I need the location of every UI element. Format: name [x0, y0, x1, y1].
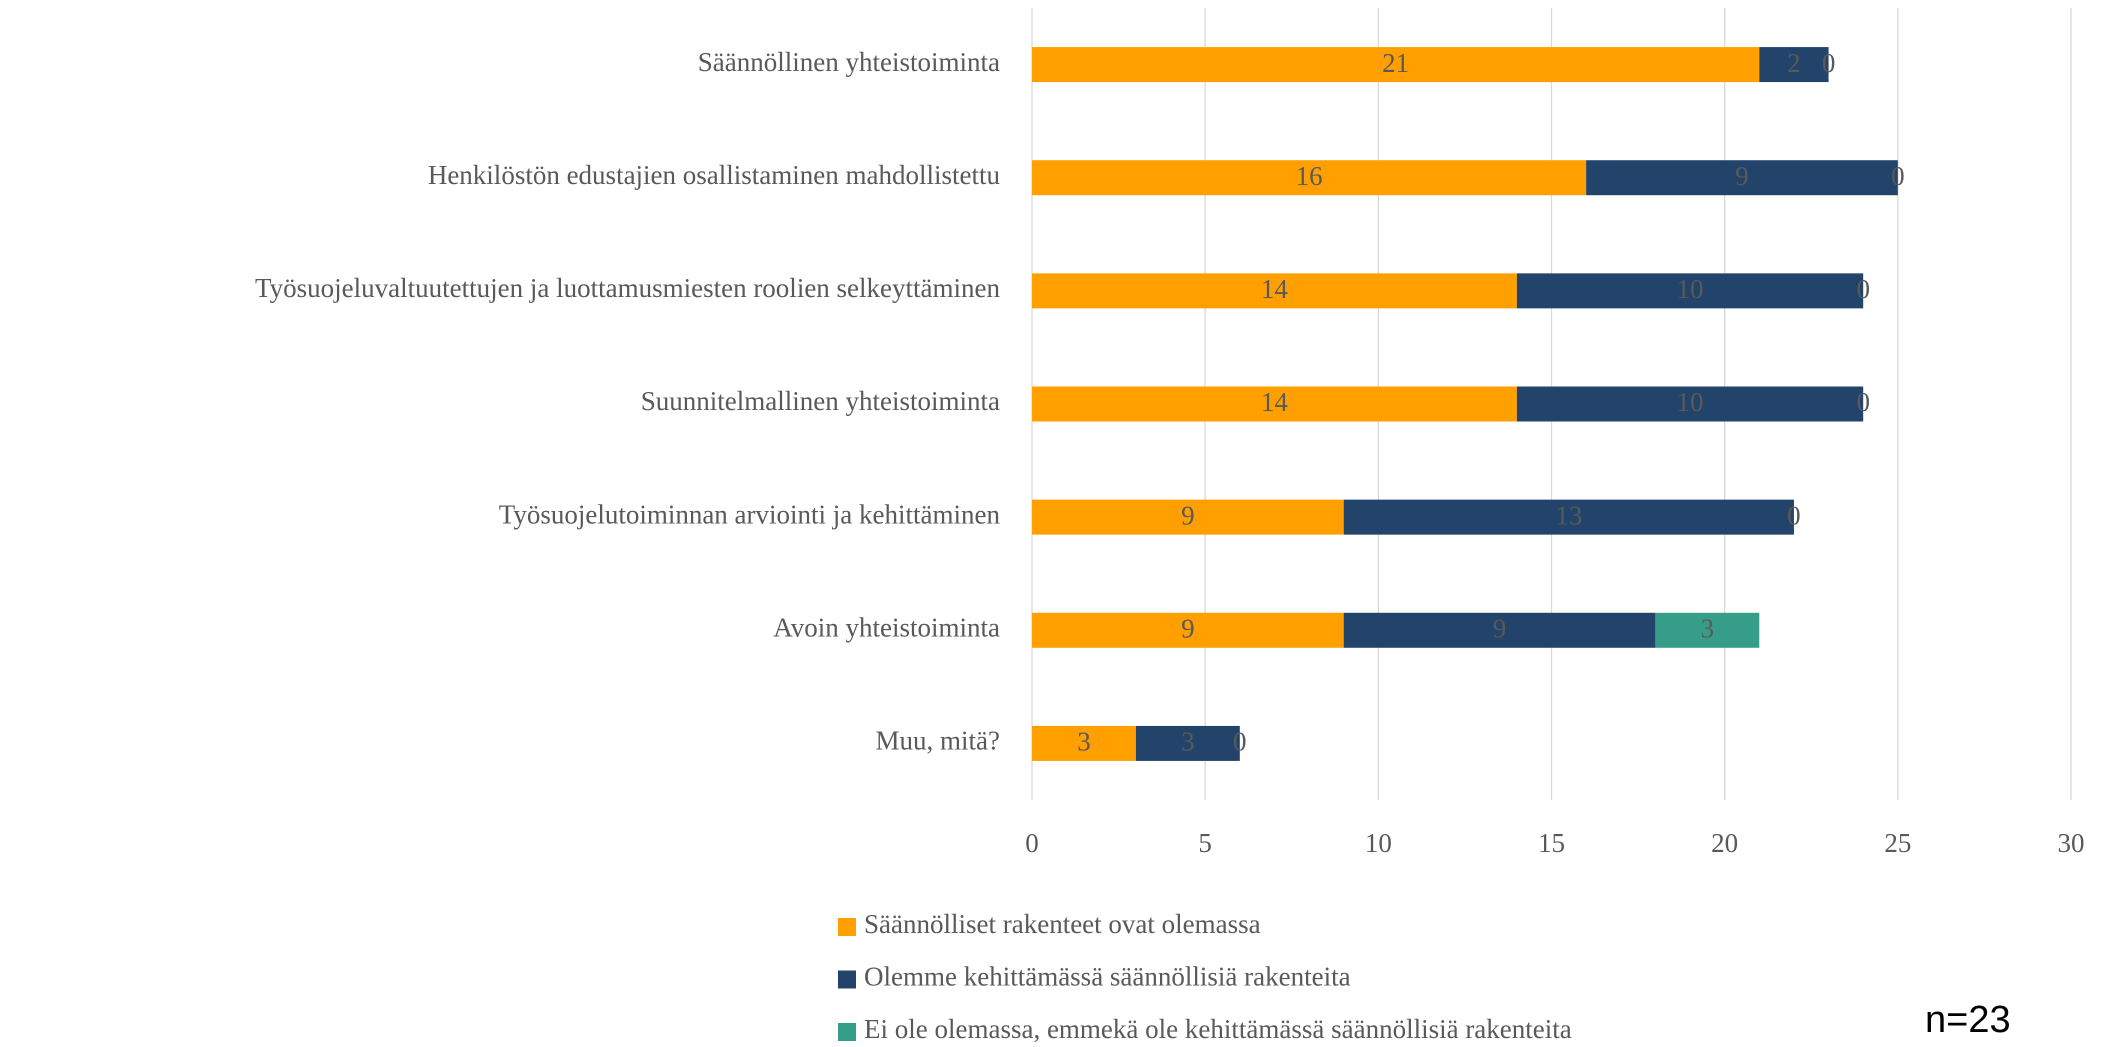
x-tick-label: 10 — [1365, 828, 1392, 858]
data-label: 10 — [1677, 387, 1704, 417]
data-label: 16 — [1296, 161, 1323, 191]
legend-swatch — [838, 970, 856, 989]
data-label: 9 — [1735, 161, 1749, 191]
data-label: 14 — [1261, 387, 1289, 417]
data-label: 0 — [1856, 387, 1870, 417]
bar-segment — [1343, 612, 1656, 648]
y-tick-label: Työsuojeluvaltuutettujen ja luottamusmie… — [255, 273, 1000, 303]
x-tick-label: 5 — [1198, 828, 1212, 858]
x-tick-label: 15 — [1538, 828, 1565, 858]
bar-segment — [1586, 160, 1898, 196]
data-label: 0 — [1822, 48, 1836, 78]
bar-segment — [1343, 499, 1794, 535]
data-label: 3 — [1181, 727, 1195, 757]
bar-segment — [1516, 386, 1864, 422]
data-label: 14 — [1261, 274, 1289, 304]
y-tick-label: Työsuojelutoiminnan arviointi ja kehittä… — [499, 499, 1001, 529]
bar-segment — [1032, 386, 1517, 422]
sample-size-note: n=23 — [1925, 999, 2011, 1041]
bar-segment — [1032, 612, 1344, 648]
x-tick-label: 30 — [2058, 828, 2085, 858]
y-tick-label: Suunnitelmallinen yhteistoiminta — [641, 386, 1000, 416]
data-label: 0 — [1856, 274, 1870, 304]
bar-segment — [1759, 47, 1829, 83]
x-tick-label: 25 — [1884, 828, 1911, 858]
legend-swatch — [838, 1023, 856, 1041]
y-tick-label: Muu, mitä? — [876, 726, 1000, 756]
bar-segment — [1032, 160, 1587, 196]
legend-label: Säännölliset rakenteet ovat olemassa — [864, 909, 1261, 939]
data-label: 0 — [1233, 727, 1247, 757]
bar-segment — [1655, 612, 1760, 648]
data-label: 9 — [1181, 500, 1195, 530]
bar-segment — [1135, 725, 1240, 761]
data-label: 3 — [1077, 727, 1091, 757]
y-tick-label: Avoin yhteistoiminta — [773, 612, 1000, 642]
data-label: 0 — [1787, 500, 1801, 530]
data-label: 21 — [1382, 48, 1409, 78]
data-label: 10 — [1677, 274, 1704, 304]
x-tick-label: 20 — [1711, 828, 1738, 858]
bar-segment — [1032, 273, 1517, 309]
bar-segment — [1032, 47, 1760, 83]
bar-segment — [1032, 499, 1344, 535]
x-tick-label: 0 — [1025, 828, 1039, 858]
data-label: 3 — [1701, 613, 1715, 643]
legend-label: Ei ole olemassa, emmekä ole kehittämässä… — [864, 1014, 1572, 1044]
bar-segment — [1516, 273, 1864, 309]
data-label: 2 — [1787, 48, 1801, 78]
y-tick-label: Henkilöstön edustajien osallistaminen ma… — [428, 160, 1001, 190]
bar-segment — [1032, 725, 1136, 761]
data-label: 0 — [1891, 161, 1905, 191]
data-label: 9 — [1181, 613, 1195, 643]
y-tick-label: Säännöllinen yhteistoiminta — [698, 47, 1000, 77]
legend-label: Olemme kehittämässä säännöllisiä rakente… — [864, 962, 1351, 992]
legend-swatch — [838, 918, 856, 936]
data-label: 13 — [1555, 500, 1582, 530]
data-label: 9 — [1493, 613, 1507, 643]
